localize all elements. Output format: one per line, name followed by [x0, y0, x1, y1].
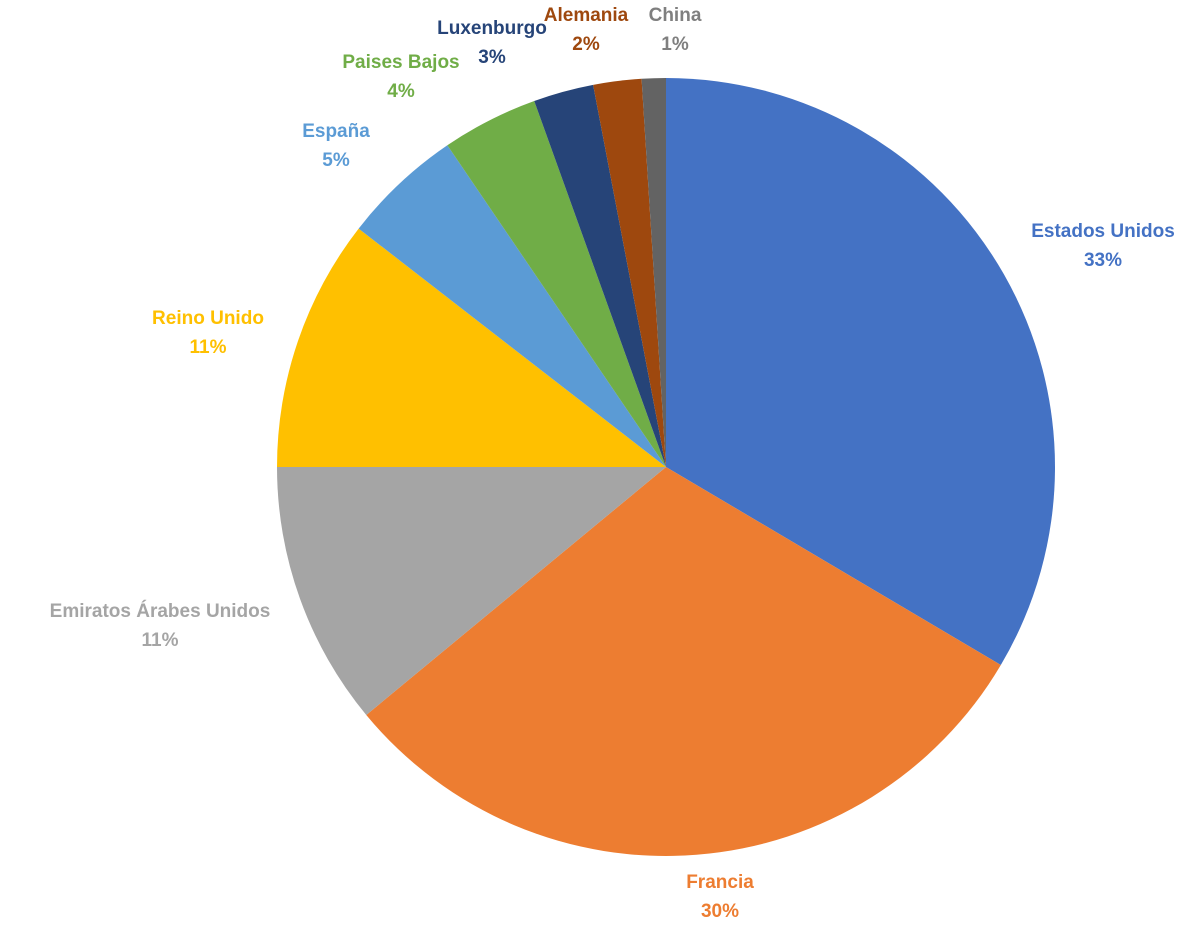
pie-slice-china: [641, 78, 666, 467]
slice-percent-label: 3%: [478, 47, 506, 68]
slice-label-estados-unidos: Estados Unidos 33%: [1031, 221, 1175, 271]
slice-category-name: Estados Unidos: [1031, 221, 1175, 242]
pie-slice-reino-unido: [277, 228, 666, 467]
pie-slice-espana: [358, 145, 666, 467]
slice-percent-label: 4%: [387, 81, 415, 102]
slice-label-alemania: Alemania 2%: [544, 5, 629, 55]
pie-slice-francia: [366, 467, 1001, 857]
slice-percent-label: 5%: [322, 150, 350, 171]
pie-slices: [277, 78, 1056, 857]
slice-category-name: Luxenburgo: [437, 18, 547, 39]
slice-label-espana: España 5%: [302, 121, 370, 171]
slice-category-name: China: [649, 5, 702, 26]
slice-label-luxenburgo: Luxenburgo 3%: [437, 18, 547, 68]
slice-category-name: Reino Unido: [152, 308, 264, 329]
slice-category-name: Francia: [686, 872, 754, 893]
pie-labels: Estados Unidos 33% Francia 30% Emiratos Árab…: [50, 5, 1175, 922]
slice-label-francia: Francia 30%: [686, 872, 754, 922]
slice-percent-label: 11%: [142, 630, 179, 651]
pie-slice-emiratos-arabes-unidos: [277, 467, 666, 715]
slice-percent-label: 30%: [701, 901, 739, 922]
pie-slice-luxenburgo: [534, 84, 666, 467]
slice-percent-label: 11%: [190, 337, 227, 358]
slice-category-name: Paises Bajos: [342, 52, 459, 73]
slice-label-china: China 1%: [649, 5, 702, 55]
slice-percent-label: 2%: [572, 34, 600, 55]
slice-percent-label: 33%: [1084, 250, 1122, 271]
slice-percent-label: 1%: [661, 34, 689, 55]
pie-slice-estados-unidos: [666, 78, 1056, 666]
slice-category-name: Alemania: [544, 5, 629, 26]
slice-label-emiratos-arabes-unidos: Emiratos Árabes Unidos 11%: [50, 600, 271, 651]
pie-slice-paises-bajos: [447, 101, 666, 467]
slice-category-name: Emiratos Árabes Unidos: [50, 600, 271, 622]
pie-slice-alemania: [593, 78, 666, 468]
slice-category-name: España: [302, 121, 370, 142]
slice-label-paises-bajos: Paises Bajos 4%: [342, 52, 459, 102]
slice-label-reino-unido: Reino Unido 11%: [152, 308, 264, 358]
